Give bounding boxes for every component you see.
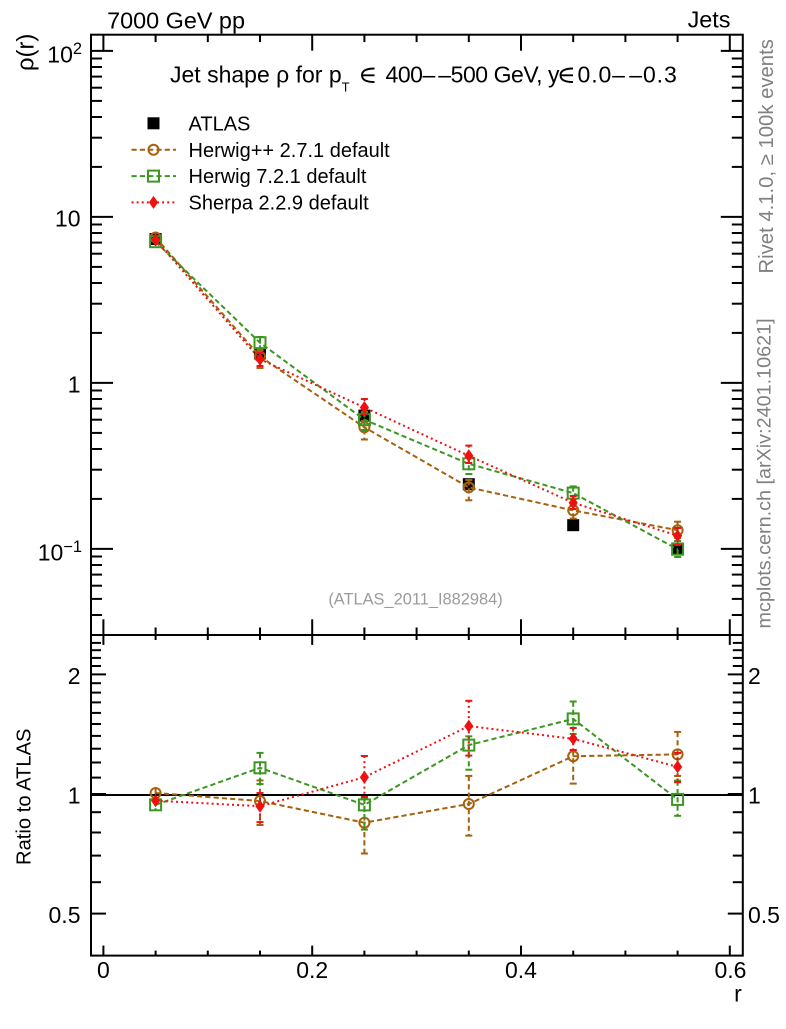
svg-text:400––500 GeV, y: 400– –500 GeV, y — [386, 62, 561, 88]
svg-text:Jets: Jets — [688, 6, 731, 32]
svg-text:2: 2 — [748, 663, 761, 689]
svg-text:0.2: 0.2 — [296, 957, 328, 983]
svg-text:1: 1 — [68, 783, 81, 809]
svg-text:ATLAS: ATLAS — [189, 113, 251, 135]
svg-text:Sherpa 2.2.9 default: Sherpa 2.2.9 default — [189, 192, 370, 214]
svg-text:1: 1 — [748, 783, 761, 809]
svg-text:ρ(r): ρ(r) — [13, 34, 40, 71]
svg-text:7000 GeV pp: 7000 GeV pp — [107, 8, 245, 34]
svg-text:1: 1 — [68, 371, 81, 397]
svg-text:0: 0 — [97, 957, 110, 983]
svg-text:mcplots.cern.ch [arXiv:2401.10: mcplots.cern.ch [arXiv:2401.10621] — [754, 318, 776, 628]
svg-text:0.4: 0.4 — [505, 957, 537, 983]
svg-text:Herwig 7.2.1 default: Herwig 7.2.1 default — [189, 166, 367, 188]
svg-text:r: r — [734, 981, 742, 1007]
svg-text:0.5: 0.5 — [49, 902, 81, 928]
svg-text:Herwig++ 2.7.1 default: Herwig++ 2.7.1 default — [189, 140, 391, 162]
svg-text:0.5: 0.5 — [748, 902, 780, 928]
svg-text:0.6: 0.6 — [715, 957, 747, 983]
svg-text:Rivet 4.1.0, ≥ 100k events: Rivet 4.1.0, ≥ 100k events — [756, 39, 778, 273]
svg-text:2: 2 — [68, 663, 81, 689]
svg-text:10: 10 — [55, 205, 81, 231]
svg-text:(ATLAS_2011_I882984): (ATLAS_2011_I882984) — [328, 591, 502, 609]
svg-text:Ratio to ATLAS: Ratio to ATLAS — [14, 728, 36, 865]
